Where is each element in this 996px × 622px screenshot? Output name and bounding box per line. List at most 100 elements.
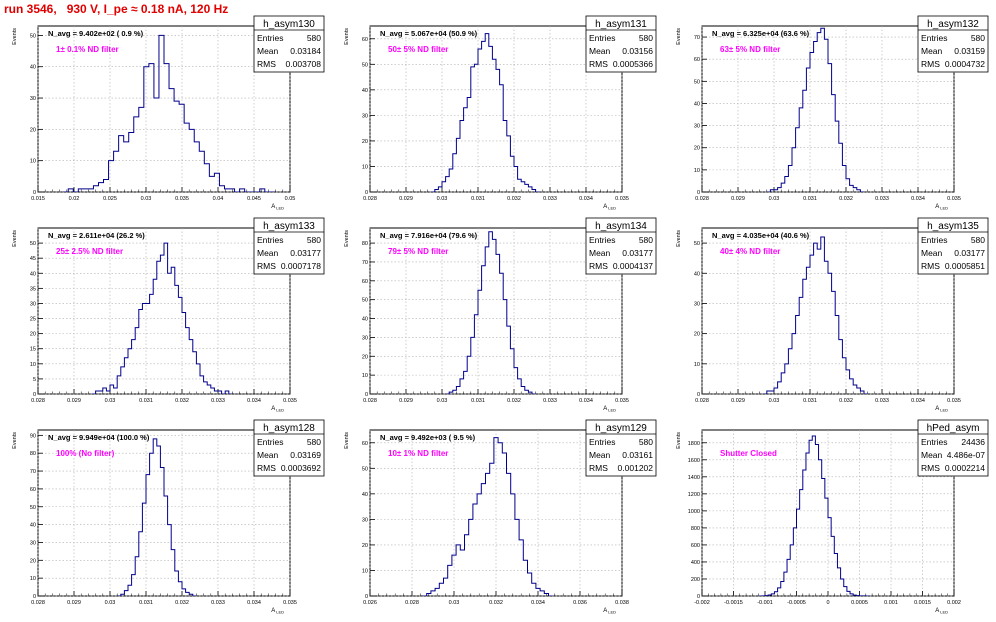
y-tick-label: 30 xyxy=(694,124,700,130)
stats-mean-label: Mean xyxy=(589,46,611,56)
x-tick-label: 0.0015 xyxy=(914,600,931,606)
stats-hist-name: hPed_asym xyxy=(927,423,980,434)
stats-mean-value: 0.03184 xyxy=(290,46,321,56)
stats-entries-value: 580 xyxy=(639,235,653,245)
histogram-panel-h_asym128: 0.028 0.029 0.03 0.031 0.032 0.033 0.034 0.035 0… xyxy=(12,419,325,615)
stats-rms-value: 0.001202 xyxy=(618,463,654,473)
x-tick-label: 0.03 xyxy=(437,196,448,202)
filter-annotation: 63± 5% ND filter xyxy=(720,45,780,54)
y-tick-label: 20 xyxy=(30,332,36,338)
stats-rms-value: 0.0005851 xyxy=(945,261,985,271)
y-tick-label: 40 xyxy=(694,271,700,277)
navg-annotation: N_avg = 2.611e+04 (26.2 %) xyxy=(48,231,145,240)
stats-mean-value: 0.03177 xyxy=(622,248,653,258)
stats-mean-label: Mean xyxy=(589,450,611,460)
stats-entries-label: Entries xyxy=(257,235,283,245)
stats-entries-label: Entries xyxy=(921,437,947,447)
stats-entries-value: 580 xyxy=(639,33,653,43)
y-tick-label: 10 xyxy=(694,168,700,174)
x-tick-label: -0.0005 xyxy=(787,600,806,606)
stats-rms-value: 0.0004732 xyxy=(945,59,985,69)
filter-annotation: 40± 4% ND filter xyxy=(720,247,780,256)
histogram-panel-h_asym129: 0.026 0.028 0.03 0.032 0.034 0.036 0.038 0 10 20 3… xyxy=(344,419,657,615)
y-tick-label: 70 xyxy=(30,469,36,475)
x-axis-title-subscript: LED xyxy=(608,206,616,211)
x-tick-label: 0.032 xyxy=(507,398,521,404)
filter-annotation: 50± 5% ND filter xyxy=(388,45,448,54)
y-tick-label: 10 xyxy=(694,362,700,368)
stats-mean-value: 0.03177 xyxy=(290,248,321,258)
stats-entries-label: Entries xyxy=(921,235,947,245)
x-tick-label: 0.035 xyxy=(615,196,629,202)
y-tick-label: 50 xyxy=(30,241,36,247)
y-tick-label: 15 xyxy=(30,347,36,353)
histogram-panel-hPed_asym: -0.002 -0.0015 -0.001 -0.0005 0 0.0005 0.001 0.… xyxy=(676,419,989,615)
x-tick-label: 0.028 xyxy=(695,398,709,404)
x-tick-label: 0.0005 xyxy=(851,600,868,606)
x-tick-label: 0.034 xyxy=(531,600,545,606)
stats-entries-value: 580 xyxy=(971,235,985,245)
stats-entries-label: Entries xyxy=(589,33,615,43)
stats-box: h_asym129 Entries 580 Mean 0.03161 RMS 0.00120… xyxy=(585,419,657,477)
stats-box-frame xyxy=(585,419,657,477)
y-tick-label: 90 xyxy=(30,433,36,439)
y-tick-label: 1400 xyxy=(688,475,700,481)
histogram-line xyxy=(758,435,869,596)
x-tick-label: 0.03 xyxy=(769,398,780,404)
x-tick-label: 0.002 xyxy=(947,600,961,606)
x-axis-title: ALED xyxy=(603,406,616,413)
x-tick-label: 0.04 xyxy=(213,196,224,202)
stats-entries-label: Entries xyxy=(589,235,615,245)
x-tick-label: 0.032 xyxy=(507,196,521,202)
stats-rms-label: RMS xyxy=(921,261,940,271)
stats-rms-label: RMS xyxy=(257,261,276,271)
x-tick-label: 0.035 xyxy=(947,398,961,404)
y-tick-label: 0 xyxy=(33,392,36,398)
y-tick-label: 20 xyxy=(30,558,36,564)
x-tick-label: -0.0015 xyxy=(724,600,743,606)
x-tick-label: 0.03 xyxy=(437,398,448,404)
filter-annotation: Shutter Closed xyxy=(720,449,777,458)
y-axis-title: Events xyxy=(344,432,350,449)
x-tick-label: 0.035 xyxy=(283,398,297,404)
stats-rms-label: RMS xyxy=(589,261,608,271)
stats-rms-label: RMS xyxy=(921,59,940,69)
y-tick-label: 600 xyxy=(691,543,700,549)
histogram-panel-h_asym133: 0.028 0.029 0.03 0.031 0.032 0.033 0.034 0.035 0… xyxy=(12,217,325,413)
navg-annotation: N_avg = 9.492e+03 ( 9.5 %) xyxy=(380,433,476,442)
y-tick-label: 30 xyxy=(362,517,368,523)
y-tick-label: 10 xyxy=(30,159,36,165)
y-tick-label: 60 xyxy=(694,57,700,63)
x-axis-title-subscript: LED xyxy=(276,408,284,413)
x-tick-label: -0.001 xyxy=(757,600,773,606)
y-tick-label: 50 xyxy=(362,466,368,472)
x-tick-label: 0.045 xyxy=(247,196,261,202)
x-tick-label: 0.028 xyxy=(363,196,377,202)
stats-box: hPed_asym Entries 24436 Mean 4.486e-07 RMS 0.0… xyxy=(917,419,989,477)
stats-hist-name: h_asym134 xyxy=(595,221,647,232)
y-tick-label: 30 xyxy=(362,113,368,119)
y-axis-title: Events xyxy=(12,230,18,247)
y-tick-label: 800 xyxy=(691,526,700,532)
histogram-line xyxy=(431,33,540,192)
stats-hist-name: h_asym131 xyxy=(595,19,647,30)
y-tick-label: 40 xyxy=(30,65,36,71)
stats-rms-label: RMS xyxy=(257,59,276,69)
stats-box-frame xyxy=(253,217,325,275)
x-axis-title: ALED xyxy=(603,608,616,615)
stats-box-frame xyxy=(917,419,989,477)
y-tick-label: 0 xyxy=(33,594,36,600)
stats-box: h_asym128 Entries 580 Mean 0.03169 RMS 0.00036… xyxy=(253,419,325,477)
histogram-line xyxy=(63,34,275,192)
x-axis-title-subscript: LED xyxy=(608,408,616,413)
histogram-panel-h_asym134: 0.028 0.029 0.03 0.031 0.032 0.033 0.034 0.035 0… xyxy=(344,217,657,413)
x-tick-label: 0.028 xyxy=(31,600,45,606)
stats-box: h_asym134 Entries 580 Mean 0.03177 RMS 0.00041… xyxy=(585,217,657,275)
x-tick-label: 0.03 xyxy=(105,398,116,404)
x-tick-label: 0.025 xyxy=(103,196,117,202)
y-tick-label: 0 xyxy=(365,594,368,600)
histogram-line xyxy=(422,437,553,596)
x-axis-title: ALED xyxy=(271,204,284,211)
x-tick-label: 0.033 xyxy=(543,196,557,202)
